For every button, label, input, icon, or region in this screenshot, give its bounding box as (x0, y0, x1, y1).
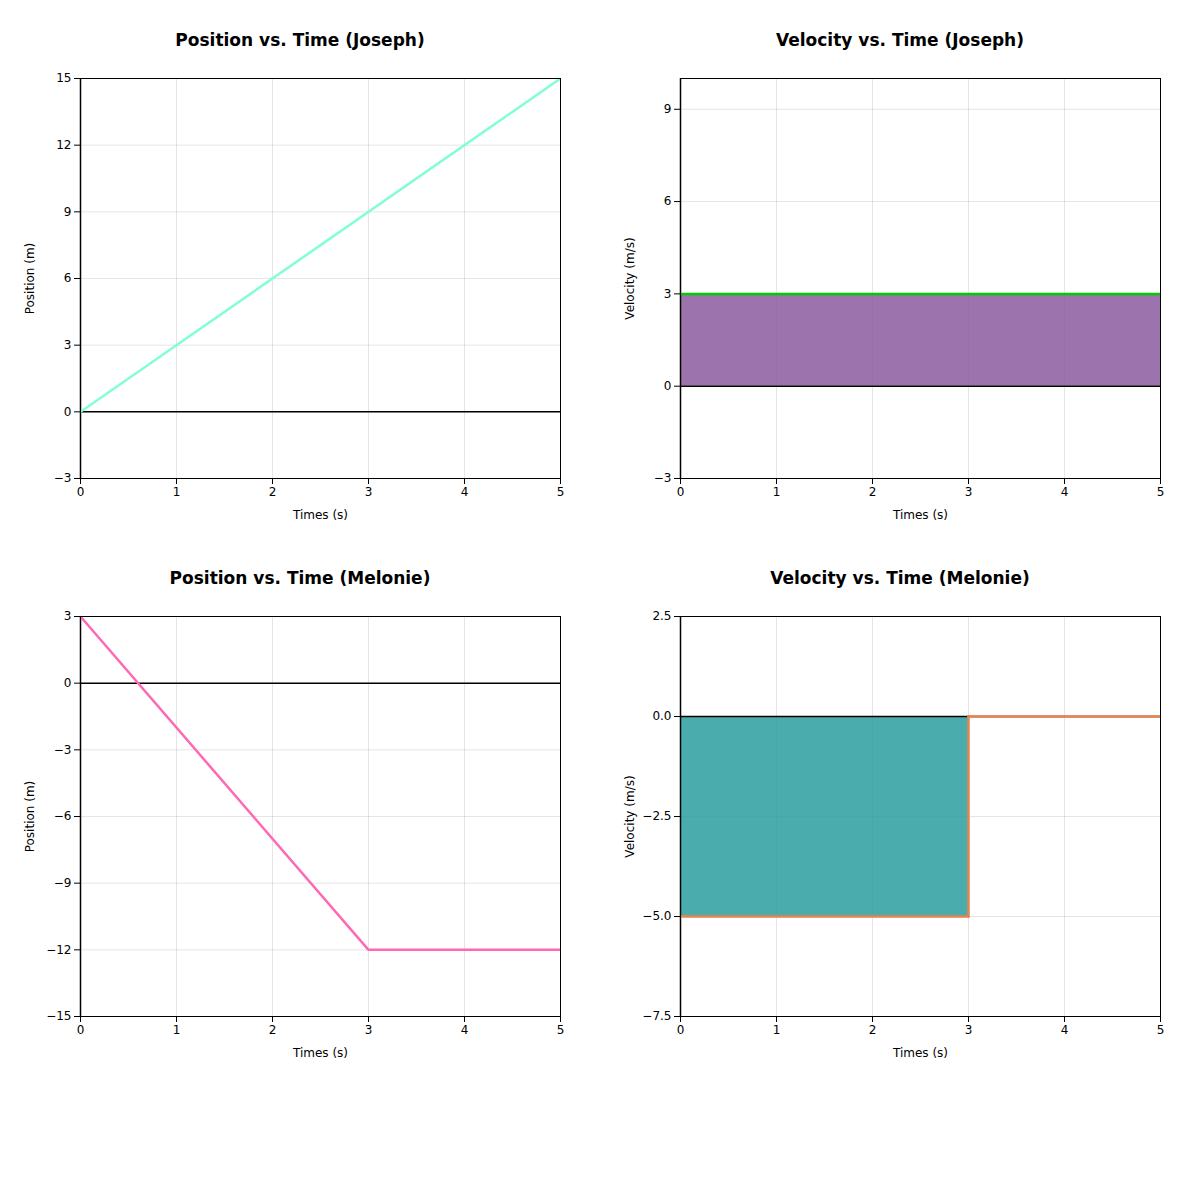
svg-text:Velocity (m/s): Velocity (m/s) (623, 775, 637, 857)
svg-text:−5.0: −5.0 (642, 909, 671, 923)
svg-text:−3: −3 (654, 471, 672, 485)
svg-text:0.0: 0.0 (652, 709, 671, 723)
svg-text:3: 3 (365, 485, 373, 499)
svg-text:5: 5 (557, 1023, 565, 1037)
svg-text:Velocity (m/s): Velocity (m/s) (623, 237, 637, 319)
html-text:Velocity vs. Time (Melonie): Velocity vs. Time (Melonie) (770, 568, 1030, 588)
svg-text:−3: −3 (54, 743, 72, 757)
svg-text:3: 3 (365, 1023, 373, 1037)
svg-text:4: 4 (1061, 1023, 1069, 1037)
svg-text:Times (s): Times (s) (292, 508, 348, 522)
svg-text:6: 6 (664, 194, 672, 208)
svg-text:−2.5: −2.5 (642, 809, 671, 823)
html-text:Velocity vs. Time (Joseph): Velocity vs. Time (Joseph) (776, 30, 1024, 50)
svg-text:4: 4 (461, 485, 469, 499)
svg-text:Times (s): Times (s) (892, 508, 948, 522)
svg-text:2: 2 (869, 485, 877, 499)
svg-text:Times (s): Times (s) (292, 1046, 348, 1060)
svg-text:1: 1 (173, 485, 181, 499)
svg-text:5: 5 (1157, 485, 1165, 499)
svg-text:0: 0 (677, 485, 685, 499)
svg-text:−15: −15 (46, 1009, 71, 1023)
svg-text:0: 0 (77, 485, 85, 499)
svg-text:−12: −12 (46, 943, 71, 957)
svg-text:2: 2 (869, 1023, 877, 1037)
svg-text:−7.5: −7.5 (642, 1009, 671, 1023)
html-text:Position vs. Time (Melonie): Position vs. Time (Melonie) (169, 568, 431, 588)
svg-text:3: 3 (965, 1023, 973, 1037)
svg-text:2: 2 (269, 1023, 277, 1037)
svg-text:Times (s): Times (s) (892, 1046, 948, 1060)
svg-text:4: 4 (1061, 485, 1069, 499)
svg-text:5: 5 (1157, 1023, 1165, 1037)
svg-text:3: 3 (64, 609, 72, 623)
svg-text:9: 9 (64, 205, 72, 219)
svg-text:0: 0 (677, 1023, 685, 1037)
svg-text:3: 3 (965, 485, 973, 499)
svg-text:2: 2 (269, 485, 277, 499)
svg-text:4: 4 (461, 1023, 469, 1037)
svg-text:2.5: 2.5 (652, 609, 671, 623)
svg-text:Position (m): Position (m) (23, 243, 37, 315)
svg-text:3: 3 (64, 338, 72, 352)
svg-text:9: 9 (664, 102, 672, 116)
svg-text:5: 5 (557, 485, 565, 499)
svg-text:−6: −6 (54, 809, 72, 823)
svg-text:1: 1 (773, 1023, 781, 1037)
svg-text:−3: −3 (54, 471, 72, 485)
svg-text:1: 1 (773, 485, 781, 499)
svg-text:3: 3 (664, 287, 672, 301)
svg-text:0: 0 (64, 405, 72, 419)
svg-text:Position (m): Position (m) (23, 781, 37, 853)
html-text:Position vs. Time (Joseph): Position vs. Time (Joseph) (175, 30, 425, 50)
svg-text:0: 0 (64, 676, 72, 690)
svg-text:1: 1 (173, 1023, 181, 1037)
svg-text:15: 15 (56, 71, 71, 85)
svg-text:0: 0 (77, 1023, 85, 1037)
svg-text:6: 6 (64, 271, 72, 285)
svg-text:−9: −9 (54, 876, 72, 890)
svg-text:12: 12 (56, 138, 71, 152)
svg-text:0: 0 (664, 379, 672, 393)
